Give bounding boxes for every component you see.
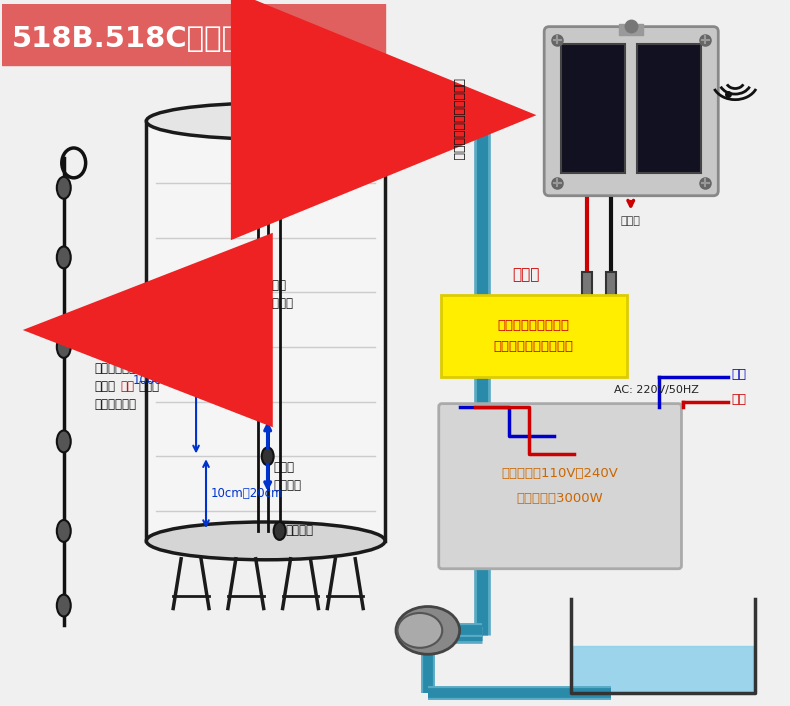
Text: 火线: 火线: [732, 393, 747, 406]
Ellipse shape: [57, 594, 71, 616]
Text: 正常探头测量高度
100cm～110cm: 正常探头测量高度 100cm～110cm: [133, 357, 220, 388]
Ellipse shape: [57, 431, 71, 453]
FancyBboxPatch shape: [441, 295, 626, 377]
Ellipse shape: [397, 613, 442, 648]
Text: 零线: 零线: [732, 369, 747, 381]
Text: 当探头线偏长时，: 当探头线偏长时，: [95, 362, 151, 375]
Text: 在中间: 在中间: [95, 380, 115, 393]
FancyBboxPatch shape: [438, 404, 682, 569]
Ellipse shape: [57, 246, 71, 268]
Ellipse shape: [252, 278, 264, 297]
Text: 下探头
（抽水）: 下探头 （抽水）: [273, 461, 302, 492]
FancyBboxPatch shape: [561, 44, 625, 173]
FancyBboxPatch shape: [146, 121, 385, 541]
Text: 开关线: 开关线: [512, 267, 540, 282]
Ellipse shape: [396, 606, 460, 654]
Text: 上探头
（停止）: 上探头 （停止）: [265, 280, 294, 310]
Text: 探头线的长度: 探头线的长度: [95, 397, 137, 411]
Text: 工作电压：110V～240V
控制功率：3000W: 工作电压：110V～240V 控制功率：3000W: [502, 467, 619, 505]
Ellipse shape: [57, 336, 71, 358]
Text: 10cm～20cm: 10cm～20cm: [211, 486, 284, 500]
Text: 518B.518C款安装接线图: 518B.518C款安装接线图: [12, 25, 292, 52]
FancyBboxPatch shape: [606, 273, 616, 297]
FancyBboxPatch shape: [544, 27, 718, 196]
Ellipse shape: [57, 520, 71, 542]
FancyBboxPatch shape: [638, 44, 702, 173]
Text: 出线的一端向下倒斜幺。: 出线的一端向下倒斜幺。: [451, 78, 465, 161]
Text: 打结: 打结: [121, 380, 135, 393]
Text: 指示灯: 指示灯: [621, 215, 641, 226]
Ellipse shape: [57, 176, 71, 198]
Ellipse shape: [273, 522, 286, 540]
Text: 公共探头: 公共探头: [286, 525, 314, 537]
Text: 开关线插上开始工作
插上后用胶布包扎一下: 开关线插上开始工作 插上后用胶布包扎一下: [493, 319, 574, 353]
Text: ，缩短: ，缩短: [138, 380, 160, 393]
Ellipse shape: [146, 522, 385, 560]
Text: AC: 220V/50HZ: AC: 220V/50HZ: [614, 385, 698, 395]
Ellipse shape: [146, 103, 385, 139]
FancyBboxPatch shape: [582, 273, 592, 297]
Ellipse shape: [261, 448, 273, 465]
